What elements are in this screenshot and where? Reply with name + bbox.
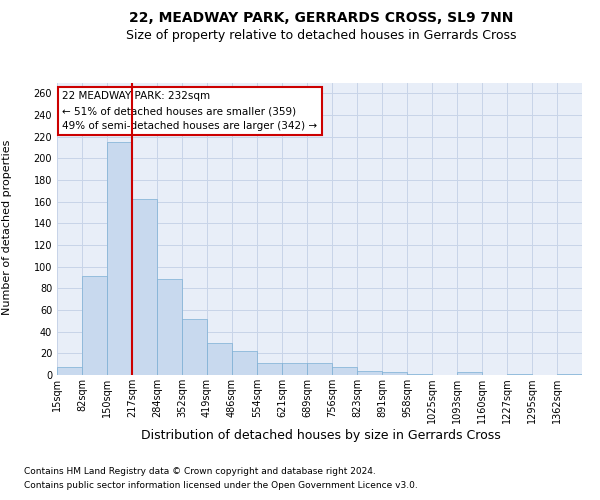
Bar [307, 363, 332, 375]
Bar [282, 363, 307, 375]
Text: Contains HM Land Registry data © Crown copyright and database right 2024.: Contains HM Land Registry data © Crown c… [24, 468, 376, 476]
Bar [132, 200, 157, 375]
Bar [232, 351, 257, 375]
Text: Distribution of detached houses by size in Gerrards Cross: Distribution of detached houses by size … [141, 428, 501, 442]
Bar [357, 370, 382, 375]
Bar [557, 374, 582, 375]
Bar [157, 278, 182, 375]
Text: 22, MEADWAY PARK, GERRARDS CROSS, SL9 7NN: 22, MEADWAY PARK, GERRARDS CROSS, SL9 7N… [129, 10, 513, 24]
Bar [107, 142, 132, 375]
Bar [332, 368, 357, 375]
Bar [207, 342, 232, 375]
Bar [507, 374, 532, 375]
Bar [407, 374, 432, 375]
Text: Contains public sector information licensed under the Open Government Licence v3: Contains public sector information licen… [24, 480, 418, 490]
Bar [182, 318, 207, 375]
Text: Size of property relative to detached houses in Gerrards Cross: Size of property relative to detached ho… [126, 28, 516, 42]
Bar [257, 363, 282, 375]
Text: 22 MEADWAY PARK: 232sqm
← 51% of detached houses are smaller (359)
49% of semi-d: 22 MEADWAY PARK: 232sqm ← 51% of detache… [62, 92, 317, 131]
Bar [457, 372, 482, 375]
Bar [382, 372, 407, 375]
Bar [57, 368, 82, 375]
Text: Number of detached properties: Number of detached properties [2, 140, 12, 315]
Bar [82, 276, 107, 375]
